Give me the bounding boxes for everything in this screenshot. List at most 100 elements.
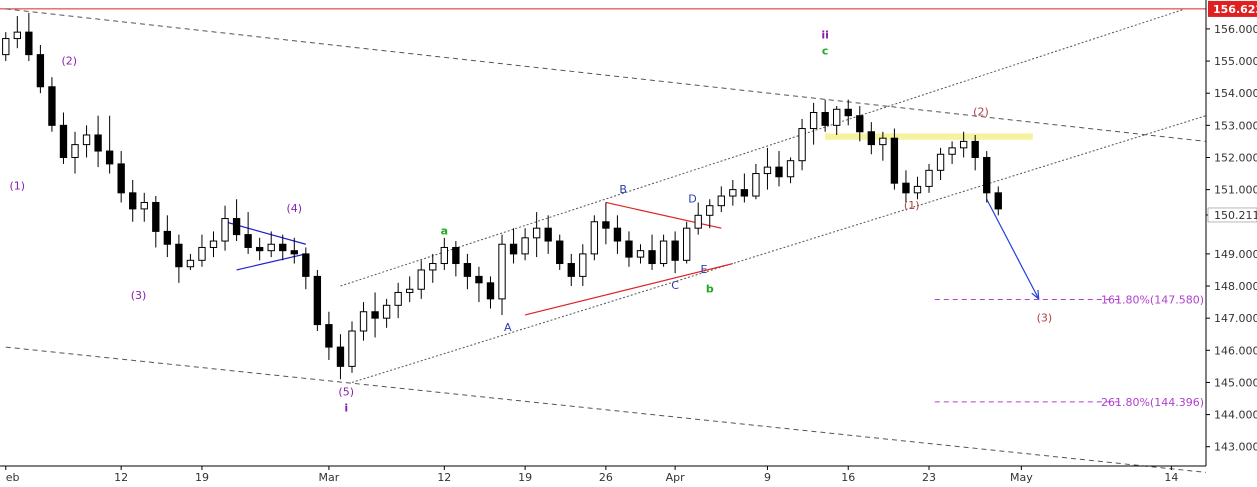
price-tick-label-0: 156.000 — [1214, 23, 1257, 36]
current-price-box — [1207, 207, 1257, 223]
candle-body-38 — [440, 246, 448, 265]
wave-label-9: C — [671, 279, 679, 292]
candle-body-39 — [452, 246, 460, 265]
price-tick-label-10: 146.000 — [1214, 344, 1257, 357]
wave-label-6: a — [441, 225, 448, 238]
fib-level-label-1: 261.80%(144.396) — [1101, 396, 1204, 409]
time-tick-label-11: May — [1010, 471, 1033, 484]
price-axis: 156.000 155.000 154.000 153.000 152.000 151.0… — [1205, 0, 1257, 466]
candle-body-19 — [221, 218, 229, 242]
candle-body-36 — [417, 269, 425, 290]
candles-layer — [2, 12, 1002, 380]
price-tick-label-2: 154.000 — [1214, 87, 1257, 100]
correction-upper-line — [605, 201, 722, 229]
wave-label-11: E — [701, 263, 708, 276]
candle-body-72 — [833, 108, 841, 126]
fib-level-label-0: 161.80%(147.580) — [1101, 294, 1204, 307]
candle-body-51 — [590, 221, 599, 255]
candle-body-43 — [498, 243, 506, 300]
candle-body-60 — [694, 214, 702, 229]
candle-body-85 — [983, 156, 991, 194]
wave-label-15: (1) — [904, 199, 920, 212]
candle-body-13 — [152, 201, 160, 232]
candle-body-24 — [279, 243, 287, 252]
candle-body-3 — [36, 54, 45, 88]
candle-body-54 — [625, 240, 633, 258]
upper-outer-channel-line — [5, 8, 1207, 142]
candle-body-75 — [867, 131, 875, 146]
candle-body-41 — [475, 275, 483, 284]
candle-body-16 — [186, 259, 195, 268]
wave-label-3: (4) — [286, 202, 302, 215]
candle-body-67 — [775, 166, 783, 178]
candle-body-46 — [532, 227, 541, 239]
candle-body-23 — [267, 243, 275, 252]
projection-arrow-line — [986, 198, 1040, 300]
lower-outer-channel-line — [5, 346, 1207, 473]
candle-body-57 — [659, 240, 668, 265]
wave-label-14: c — [822, 45, 829, 58]
current-price-label: 150.211 — [1214, 209, 1257, 222]
wave-ii-highlight-band — [825, 133, 1033, 140]
time-tick-label-10: 23 — [922, 471, 936, 484]
candle-body-86 — [994, 192, 1002, 210]
resistance-price-box — [1208, 0, 1257, 17]
candle-body-32 — [371, 311, 379, 319]
wave-label-16: (2) — [973, 106, 989, 119]
time-tick-label-3: Mar — [319, 471, 340, 484]
candle-body-17 — [198, 246, 206, 261]
candle-body-44 — [509, 243, 518, 255]
candle-body-12 — [140, 201, 148, 210]
time-tick-label-9: 16 — [841, 471, 855, 484]
candle-body-15 — [175, 243, 183, 268]
wave-label-12: b — [706, 282, 714, 295]
candle-body-5 — [59, 124, 68, 158]
candle-body-69 — [798, 128, 806, 162]
candle-body-63 — [729, 189, 737, 197]
candle-body-28 — [325, 324, 333, 348]
wave-label-7: A — [504, 321, 512, 334]
price-tick-label-9: 147.000 — [1214, 312, 1257, 325]
time-tick-label-5: 19 — [518, 471, 532, 484]
time-tick-label-0: eb — [6, 471, 20, 484]
candle-body-66 — [763, 166, 772, 175]
wave-label-2: (3) — [131, 289, 147, 302]
price-tick-label-1: 155.000 — [1214, 55, 1257, 68]
time-tick-label-2: 19 — [195, 471, 209, 484]
candle-body-47 — [544, 227, 552, 242]
time-tick-label-1: 12 — [114, 471, 128, 484]
price-tick-label-3: 153.000 — [1214, 119, 1257, 132]
projection-arrow-head — [1031, 289, 1040, 301]
candle-body-27 — [313, 275, 322, 326]
candle-body-0 — [2, 38, 10, 56]
candle-body-34 — [394, 291, 402, 306]
time-tick-label-8: 9 — [764, 471, 771, 484]
candle-body-77 — [890, 137, 899, 184]
candle-body-83 — [959, 140, 968, 149]
candle-body-21 — [244, 234, 252, 248]
candle-body-84 — [971, 140, 979, 158]
candle-body-80 — [925, 169, 933, 187]
candle-body-22 — [255, 246, 264, 252]
candle-body-42 — [486, 282, 495, 300]
candle-body-30 — [348, 330, 356, 367]
candle-body-14 — [163, 230, 172, 245]
candle-body-4 — [48, 86, 56, 126]
candle-body-8 — [94, 134, 102, 152]
candle-body-2 — [25, 31, 33, 56]
candle-body-40 — [463, 263, 472, 277]
candle-body-74 — [856, 115, 864, 133]
wave-label-1: (2) — [61, 54, 77, 67]
candle-body-29 — [336, 346, 345, 367]
candle-body-56 — [648, 250, 656, 265]
price-tick-label-11: 145.000 — [1214, 376, 1257, 389]
candle-body-58 — [671, 240, 679, 261]
resistance-price-label: 156.622 — [1213, 3, 1257, 16]
time-tick-label-4: 12 — [437, 471, 451, 484]
price-tick-label-5: 151.000 — [1214, 184, 1257, 197]
candle-body-31 — [359, 311, 368, 332]
candle-body-68 — [786, 160, 795, 178]
candle-body-26 — [302, 253, 310, 277]
wave-label-17: (3) — [1037, 311, 1053, 324]
